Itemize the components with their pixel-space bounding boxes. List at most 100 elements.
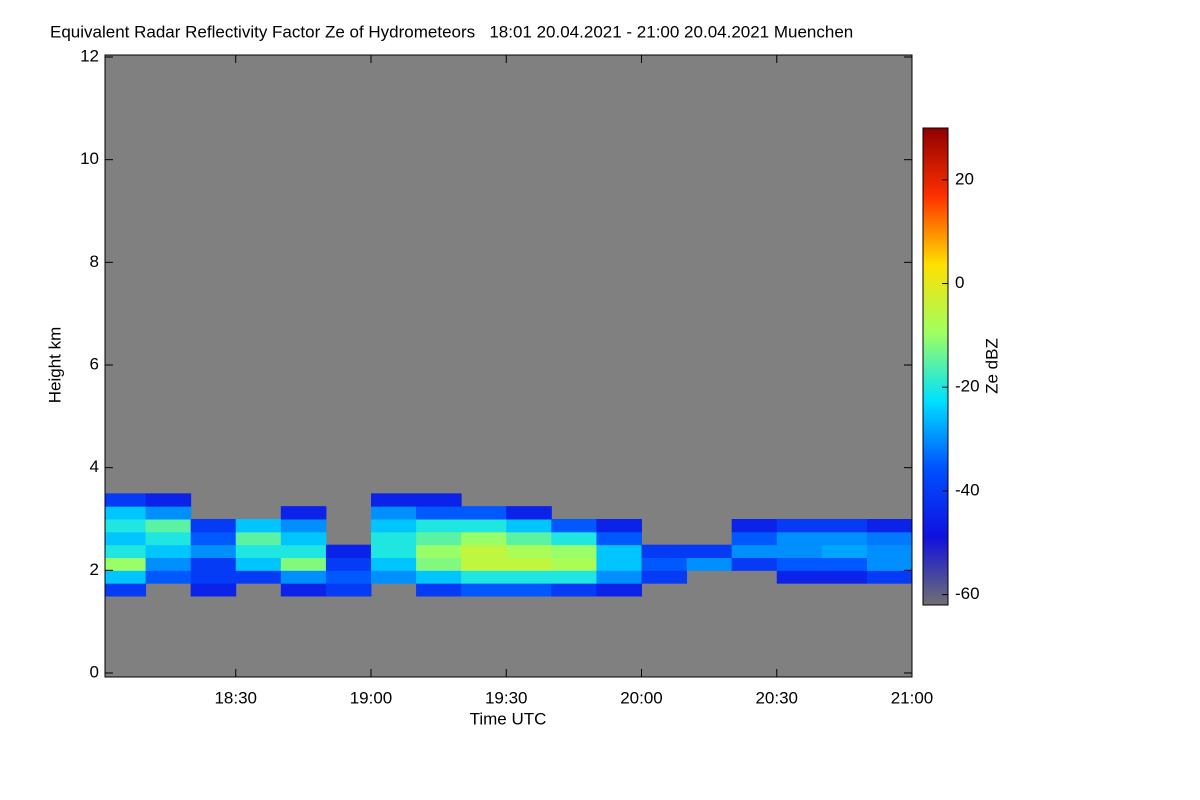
heatmap-cell	[461, 557, 507, 571]
heatmap-cell	[325, 557, 372, 571]
heatmap-cell	[280, 531, 327, 546]
heatmap-cell	[105, 493, 147, 507]
y-tick-label: 10	[80, 149, 99, 168]
heatmap-cell	[596, 570, 642, 584]
heatmap-cell	[551, 531, 597, 546]
heatmap-cell	[190, 531, 237, 546]
heatmap-cell	[280, 506, 327, 520]
x-tick-label: 19:30	[485, 688, 528, 707]
heatmap-cell	[506, 506, 552, 520]
heatmap-cell	[325, 544, 372, 558]
heatmap-cell	[235, 519, 282, 533]
heatmap-cell	[596, 531, 642, 546]
y-tick-label: 12	[80, 46, 99, 65]
heatmap-cell	[596, 544, 642, 558]
y-tick-label: 4	[90, 457, 99, 476]
heatmap-cell	[821, 544, 868, 558]
heatmap-cell	[416, 557, 462, 571]
x-tick-label: 20:00	[620, 688, 663, 707]
heatmap-cell	[776, 557, 823, 571]
heatmap-cell	[235, 557, 282, 571]
heatmap-cell	[416, 544, 462, 558]
heatmap-cell	[370, 519, 417, 533]
heatmap-cell	[416, 570, 462, 584]
heatmap-cell	[325, 583, 372, 597]
heatmap-cell	[551, 519, 597, 533]
heatmap-cell	[551, 583, 597, 597]
y-tick-label: 0	[90, 662, 99, 681]
heatmap-cell	[370, 506, 417, 520]
heatmap-cell	[551, 570, 597, 584]
heatmap-cell	[416, 519, 462, 533]
heatmap-cell	[776, 544, 823, 558]
heatmap-cell	[370, 544, 417, 558]
heatmap-cell	[416, 493, 462, 507]
y-tick-label: 2	[90, 560, 99, 579]
y-tick-label: 6	[90, 354, 99, 373]
heatmap-cell	[866, 557, 913, 571]
heatmap-cell	[416, 531, 462, 546]
heatmap-cell	[105, 519, 147, 533]
heatmap-cell	[325, 570, 372, 584]
heatmap-cell	[190, 557, 237, 571]
y-axis-label: Height km	[45, 327, 64, 404]
heatmap-cell	[105, 531, 147, 546]
heatmap-cell	[416, 506, 462, 520]
heatmap-cell	[280, 570, 327, 584]
heatmap-cell	[190, 519, 237, 533]
x-tick-label: 20:30	[755, 688, 798, 707]
heatmap-cell	[866, 544, 913, 558]
heatmap-cell	[641, 557, 688, 571]
heatmap-cell	[821, 557, 868, 571]
heatmap-cell	[145, 557, 192, 571]
heatmap-cell	[370, 531, 417, 546]
heatmap-cell	[145, 570, 192, 584]
heatmap-cell	[461, 531, 507, 546]
heatmap-cell	[461, 506, 507, 520]
heatmap-cell	[506, 583, 552, 597]
heatmap-cell	[145, 544, 192, 558]
heatmap-cell	[280, 544, 327, 558]
colorbar	[922, 127, 949, 606]
heatmap-cell	[821, 570, 868, 584]
heatmap-cell	[416, 583, 462, 597]
heatmap-cell	[776, 531, 823, 546]
heatmap-cell	[866, 531, 913, 546]
colorbar-tick-label: -20	[955, 377, 980, 396]
heatmap-cell	[821, 519, 868, 533]
heatmap-cell	[280, 519, 327, 533]
heatmap-cell	[686, 544, 733, 558]
heatmap-cell	[866, 570, 913, 584]
heatmap-cell	[506, 557, 552, 571]
colorbar-tick-label: 0	[955, 273, 964, 292]
colorbar-tick-label: -60	[955, 584, 980, 603]
heatmap-cell	[370, 493, 417, 507]
heatmap-cell	[641, 544, 688, 558]
heatmap-cell	[280, 583, 327, 597]
heatmap-cell	[145, 531, 192, 546]
x-axis-label: Time UTC	[470, 709, 547, 728]
heatmap-cell	[280, 557, 327, 571]
heatmap-cell	[506, 570, 552, 584]
heatmap-cell	[235, 544, 282, 558]
heatmap-cell	[866, 519, 913, 533]
heatmap-cell	[105, 557, 147, 571]
heatmap-cell	[776, 519, 823, 533]
heatmap-cell	[190, 570, 237, 584]
heatmap-cell	[731, 519, 778, 533]
heatmap-cell	[235, 531, 282, 546]
heatmap-cell	[370, 557, 417, 571]
heatmap-cell	[731, 557, 778, 571]
chart-title: Equivalent Radar Reflectivity Factor Ze …	[50, 22, 853, 41]
heatmap-cell	[461, 519, 507, 533]
heatmap-cell	[551, 557, 597, 571]
heatmap-cell	[190, 583, 237, 597]
x-tick-label: 18:30	[214, 688, 257, 707]
heatmap-cell	[235, 570, 282, 584]
heatmap-cell	[370, 570, 417, 584]
heatmap-cell	[105, 583, 147, 597]
heatmap-cell	[506, 519, 552, 533]
colorbar-label: Ze dBZ	[982, 338, 1001, 394]
heatmap-cell	[596, 557, 642, 571]
